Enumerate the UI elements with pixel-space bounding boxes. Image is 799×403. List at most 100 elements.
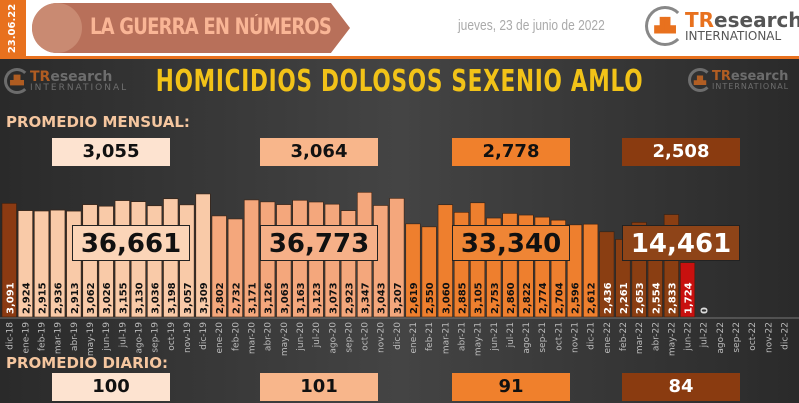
bar-value-label: 3,163 bbox=[296, 282, 307, 314]
bar-value-label: 0 bbox=[700, 307, 711, 314]
bar-feb-19 bbox=[33, 210, 50, 318]
month-tick-label: jul-20 bbox=[312, 322, 322, 349]
chart-logo-icon: ▟▙ bbox=[645, 6, 685, 46]
total-2019: 36,661 bbox=[72, 225, 190, 261]
bar-feb-20 bbox=[227, 218, 243, 318]
bar-value-label: 3,043 bbox=[377, 282, 388, 314]
bar-dic-18 bbox=[1, 203, 17, 318]
bar-value-label: 2,913 bbox=[70, 282, 81, 314]
date-tag: 23.06.22 bbox=[0, 0, 26, 56]
total-2020: 36,773 bbox=[260, 225, 378, 261]
bar-value-label: 2,753 bbox=[490, 282, 501, 314]
month-tick-label: oct-22 bbox=[748, 322, 758, 351]
bar-feb-21 bbox=[421, 226, 437, 318]
month-tick-label: feb-20 bbox=[231, 322, 241, 351]
month-tick-label: jul-22 bbox=[700, 322, 710, 348]
total-2021: 33,340 bbox=[452, 225, 570, 261]
chart-title-wrap: HOMICIDIOS DOLOSOS SEXENIO AMLO bbox=[156, 64, 643, 100]
bar-value-label: 3,155 bbox=[118, 282, 129, 314]
month-tick-label: ago-21 bbox=[522, 322, 532, 354]
bar-value-label: 3,123 bbox=[312, 282, 323, 314]
daily-average-2019: 100 bbox=[52, 373, 170, 401]
chart-title: HOMICIDIOS DOLOSOS SEXENIO AMLO bbox=[156, 64, 644, 99]
month-tick-label: may-19 bbox=[86, 322, 96, 356]
monthly-average-2022: 2,508 bbox=[622, 138, 740, 166]
bar-value-label: 3,057 bbox=[183, 282, 194, 314]
bar-value-label: 3,026 bbox=[102, 282, 113, 314]
daily-average-2021: 91 bbox=[452, 373, 570, 401]
month-tick-label: jul-21 bbox=[506, 322, 516, 348]
month-tick-label: oct-19 bbox=[167, 322, 177, 351]
bar-value-label: 2,612 bbox=[587, 282, 598, 314]
month-tick-label: feb-19 bbox=[38, 322, 48, 351]
monthly-average-2019: 3,055 bbox=[52, 138, 170, 166]
bar-value-label: 3,130 bbox=[134, 282, 145, 314]
month-tick-label: ene-20 bbox=[215, 322, 225, 354]
bar-value-label: 3,198 bbox=[167, 282, 178, 314]
bar-value-label: 2,915 bbox=[38, 282, 49, 314]
bar-value-label: 2,653 bbox=[635, 282, 646, 314]
bar-value-label: 2,802 bbox=[215, 282, 226, 314]
bar-value-label: 3,347 bbox=[361, 282, 372, 314]
bar-value-label: 3,309 bbox=[199, 282, 210, 314]
month-tick-label: sep-22 bbox=[732, 322, 742, 353]
bar-value-label: 2,550 bbox=[425, 282, 436, 314]
bar-value-label: 2,924 bbox=[21, 282, 32, 314]
month-tick-label: nov-22 bbox=[764, 322, 774, 353]
bar-value-label: 2,436 bbox=[603, 282, 614, 314]
daily-average-2020: 101 bbox=[260, 373, 378, 401]
bar-value-label: 2,822 bbox=[522, 282, 533, 314]
monthly-average-label: PROMEDIO MENSUAL: bbox=[6, 113, 190, 131]
month-tick-label: oct-21 bbox=[554, 322, 564, 351]
bar-value-label: 2,885 bbox=[457, 282, 468, 314]
month-tick-label: dic-22 bbox=[780, 322, 790, 350]
bar-ene-19 bbox=[17, 210, 33, 318]
total-2022: 14,461 bbox=[622, 225, 740, 261]
month-tick-label: abr-21 bbox=[457, 322, 467, 351]
month-tick-label: mar-20 bbox=[248, 322, 258, 354]
month-tick-label: jul-19 bbox=[118, 322, 128, 349]
month-tick-label: dic-18 bbox=[5, 322, 15, 350]
month-tick-label: mar-22 bbox=[635, 322, 645, 354]
current-date: jueves, 23 de junio de 2022 bbox=[458, 17, 605, 34]
bar-ene-20 bbox=[211, 215, 227, 318]
bar-value-label: 2,833 bbox=[667, 282, 678, 314]
month-tick-label: oct-20 bbox=[361, 322, 371, 351]
month-tick-label: dic-21 bbox=[587, 322, 597, 350]
month-tick-label: abr-22 bbox=[651, 322, 661, 351]
divider bbox=[0, 56, 799, 59]
month-tick-label: sep-19 bbox=[151, 322, 161, 353]
month-tick-label: nov-21 bbox=[571, 322, 581, 353]
bar-value-label: 2,704 bbox=[554, 282, 565, 314]
month-tick-label: jun-22 bbox=[684, 322, 694, 352]
month-tick-label: abr-19 bbox=[70, 322, 80, 351]
month-tick-label: dic-19 bbox=[199, 322, 209, 350]
bar-value-label: 3,105 bbox=[474, 282, 485, 314]
bar-value-label: 3,060 bbox=[441, 282, 452, 314]
month-tick-label: mar-19 bbox=[54, 322, 64, 354]
bar-value-label: 2,596 bbox=[571, 282, 582, 314]
month-tick-label: ago-20 bbox=[328, 322, 338, 354]
section-banner: LA GUERRA EN NÚMEROS bbox=[32, 3, 350, 53]
bar-value-label: 3,036 bbox=[151, 282, 162, 314]
bar-ene-21 bbox=[405, 223, 421, 318]
month-tick-label: may-22 bbox=[667, 322, 677, 356]
month-tick-label: nov-19 bbox=[183, 322, 193, 353]
month-tick-label: ene-19 bbox=[21, 322, 31, 354]
bar-value-label: 2,554 bbox=[651, 282, 662, 314]
bar-value-label: 3,207 bbox=[393, 282, 404, 314]
bar-value-label: 2,936 bbox=[54, 282, 65, 314]
bar-dic-21 bbox=[583, 223, 599, 318]
daily-average-label: PROMEDIO DIARIO: bbox=[6, 354, 168, 372]
chart-logo-icon: ▟▙ bbox=[688, 68, 712, 92]
month-tick-label: dic-20 bbox=[393, 322, 403, 350]
bar-jun-22 bbox=[679, 262, 696, 318]
daily-average-2022: 84 bbox=[622, 373, 740, 401]
month-tick-label: feb-21 bbox=[425, 322, 435, 351]
month-tick-label: ene-22 bbox=[603, 322, 613, 353]
mexico-map-icon bbox=[32, 3, 82, 53]
month-tick-label: may-21 bbox=[474, 322, 484, 356]
chart-logo-icon: ▟▙ bbox=[4, 68, 30, 94]
bar-value-label: 2,774 bbox=[538, 282, 549, 314]
